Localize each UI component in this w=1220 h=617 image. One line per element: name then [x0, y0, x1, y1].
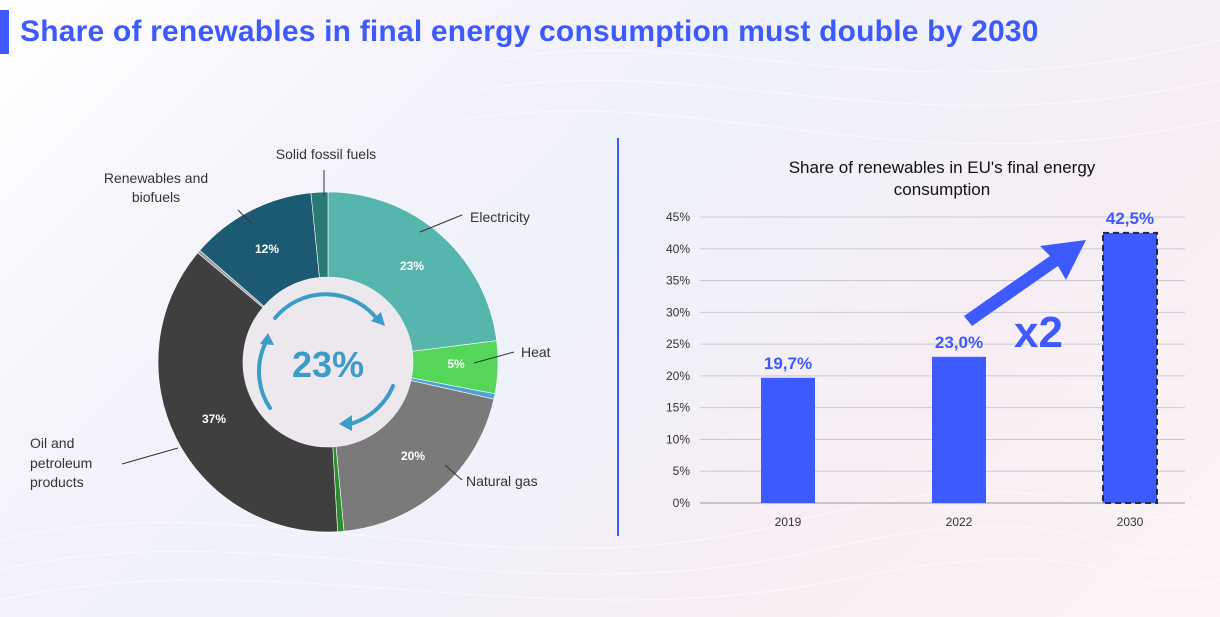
leader-line-renewables — [237, 209, 253, 225]
bars — [761, 231, 1158, 504]
y-tick-label: 10% — [666, 432, 690, 446]
y-tick-label: 15% — [666, 401, 690, 415]
callout-electricity: Electricity — [470, 209, 530, 225]
slice-label-oil: 37% — [202, 412, 226, 426]
slice-label-electricity: 23% — [400, 259, 424, 273]
y-tick-label: 0% — [673, 496, 691, 510]
y-tick-label: 35% — [666, 274, 690, 288]
y-tick-label: 40% — [666, 242, 690, 256]
section-divider — [617, 138, 619, 536]
x2-annotation: x2 — [1014, 308, 1063, 357]
bar-value-labels: 19,7% 23,0% 42,5% — [764, 209, 1154, 373]
callout-renewables-line1: Renewables and — [104, 170, 208, 186]
bar-value-label-2030: 42,5% — [1106, 209, 1154, 228]
x-axis-ticks: 2019 2022 2030 — [775, 515, 1144, 529]
slice-label-renewables: 12% — [255, 242, 279, 256]
x-tick-label-2019: 2019 — [775, 515, 802, 529]
bar-2022 — [932, 356, 986, 503]
cycle-arrows-icon — [256, 292, 395, 431]
leader-line-electricity — [419, 214, 463, 233]
donut-center-label: 23% — [292, 344, 364, 385]
callout-oil-line1: Oil and — [30, 435, 74, 451]
y-tick-label: 20% — [666, 369, 690, 383]
y-tick-label: 30% — [666, 305, 690, 319]
bar-value-label-2019: 19,7% — [764, 354, 812, 373]
callout-natural-gas: Natural gas — [466, 473, 538, 489]
leader-lines — [121, 170, 515, 481]
slice-label-heat: 5% — [447, 357, 465, 371]
slice-label-natural-gas: 20% — [401, 449, 425, 463]
callout-oil-line3: products — [30, 474, 84, 490]
leader-line-natural-gas — [444, 464, 463, 481]
leader-line-heat — [473, 351, 515, 364]
donut-hole — [243, 277, 413, 447]
donut-chart — [157, 191, 499, 533]
callout-heat: Heat — [521, 344, 551, 360]
y-tick-label: 45% — [666, 210, 690, 224]
page-title: Share of renewables in final energy cons… — [20, 15, 1039, 48]
growth-arrow-icon — [964, 240, 1086, 326]
bar-chart-title-line1: Share of renewables in EU's final energy — [789, 158, 1096, 177]
callout-solid-fossil: Solid fossil fuels — [276, 146, 376, 162]
callout-oil-line2: petroleum — [30, 455, 92, 471]
title-accent-bar — [0, 10, 9, 54]
x-tick-label-2030: 2030 — [1117, 515, 1144, 529]
bar-value-label-2022: 23,0% — [935, 333, 983, 352]
leader-line-oil — [121, 447, 179, 465]
bar-chart-title-line2: consumption — [894, 180, 990, 199]
x-tick-label-2022: 2022 — [946, 515, 973, 529]
callout-renewables-line2: biofuels — [132, 189, 180, 205]
bar-2030 — [1102, 231, 1158, 504]
y-axis-ticks: 0% 5% 10% 15% 20% 25% 30% 35% 40% 45% — [666, 210, 690, 510]
y-tick-label: 25% — [666, 337, 690, 351]
bar-2019 — [761, 377, 815, 503]
y-tick-label: 5% — [673, 464, 691, 478]
